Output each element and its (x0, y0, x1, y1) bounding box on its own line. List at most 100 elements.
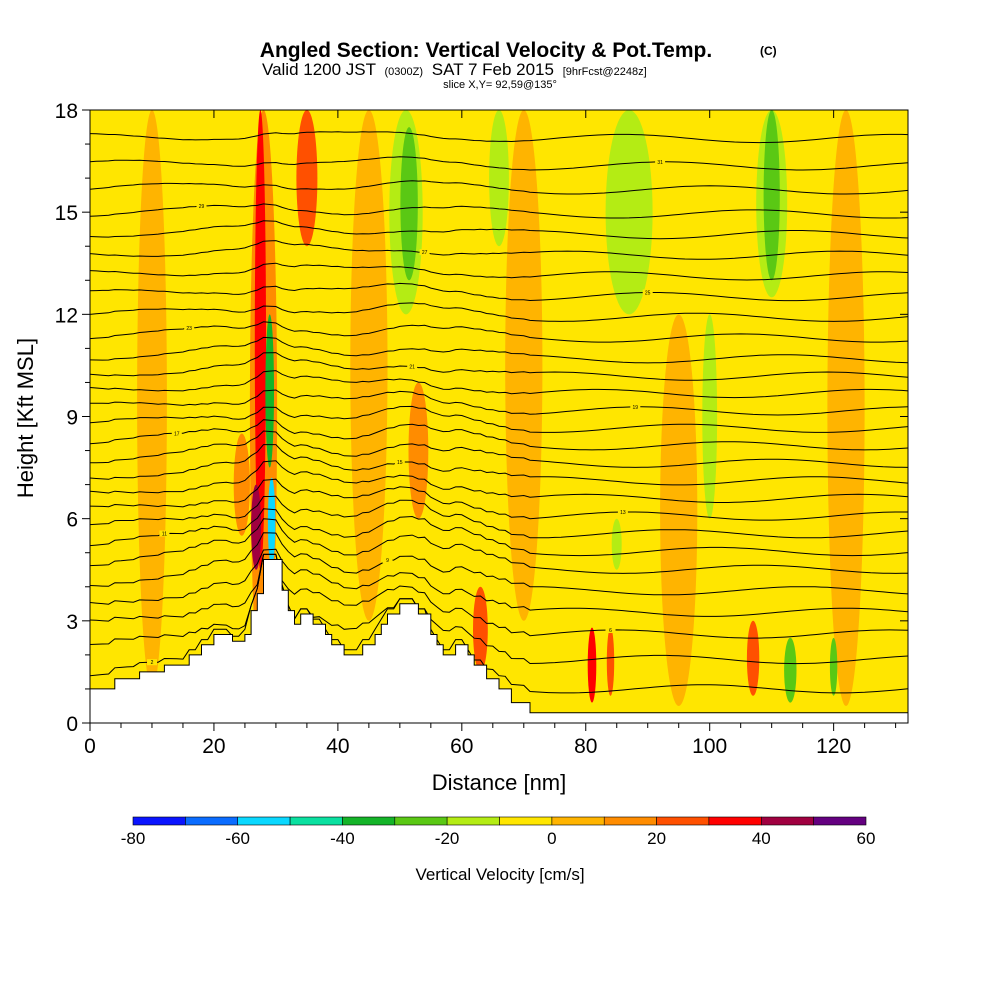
colorbar-bin (708, 816, 762, 826)
colorbar-tick-label: -40 (330, 829, 355, 848)
isotherm-line (90, 131, 908, 144)
velocity-cell (827, 110, 865, 706)
isotherm-label-bg (605, 627, 616, 633)
isotherm-line (90, 478, 908, 521)
isotherm-line (90, 240, 908, 260)
plot-area: 2 6 9 11 13 15 17 19 21 23 25 27 29 31 (89, 109, 909, 724)
colorbar-bin (185, 816, 239, 826)
forecast-info: [9hrFcst@2248z] (563, 66, 647, 78)
colorbar-bin (446, 816, 500, 826)
x-tick-label: 100 (692, 735, 727, 758)
colorbar-tick-label: 20 (647, 829, 666, 848)
isotherm-line (90, 553, 908, 665)
isotherm-line (90, 495, 908, 539)
isotherm-line (90, 518, 908, 574)
velocity-cell (505, 110, 543, 621)
valid-date: SAT 7 Feb 2015 (432, 60, 554, 79)
colorbar-bin (603, 816, 657, 826)
isotherm-label: 23 (186, 326, 192, 332)
isotherm-label-bg (630, 403, 641, 410)
terrain-profile (89, 559, 909, 724)
isotherm-line (90, 548, 908, 617)
colorbar-bin (656, 816, 710, 826)
x-axis-label: Distance [nm] (432, 770, 567, 795)
velocity-cell (660, 314, 698, 706)
isotherm-label: 27 (422, 250, 428, 256)
isotherm-label: 21 (409, 364, 415, 370)
x-tick-label: 60 (450, 735, 473, 758)
colorbar-bin (551, 816, 605, 826)
potential-temperature-isotherms: 2 6 9 11 13 15 17 19 21 23 25 27 29 31 (90, 131, 908, 694)
velocity-cell (746, 620, 760, 696)
velocity-cell (251, 484, 262, 570)
isotherm-line (90, 302, 908, 322)
y-tick-label: 12 (55, 304, 78, 327)
isotherm-line (90, 180, 908, 195)
isotherm-line (90, 262, 908, 281)
isotherm-line (90, 553, 908, 694)
velocity-cell (350, 110, 388, 621)
velocity-cell (784, 637, 797, 703)
x-tick-label: 40 (326, 735, 349, 758)
isotherm-label: 11 (162, 532, 167, 538)
axes: 0 20 40 60 80 100 120 0 3 6 9 12 15 18 (55, 100, 908, 758)
isotherm-line (90, 336, 908, 364)
velocity-cell (137, 110, 167, 689)
y-tick-label: 9 (66, 407, 78, 430)
isotherm-label-bg (642, 289, 653, 296)
isotherm-label: 29 (199, 204, 205, 210)
chart-title: Angled Section: Vertical Velocity & Pot.… (260, 39, 712, 62)
isotherm-label: 2 (151, 660, 154, 666)
y-tick-label: 6 (66, 509, 78, 532)
velocity-cell (489, 110, 509, 247)
colorbar-tick-label: 60 (857, 829, 876, 848)
valid-utc: (0300Z) (384, 66, 423, 78)
colorbar-bin (132, 816, 186, 826)
isotherm-line (90, 352, 908, 381)
isotherm-line (90, 460, 908, 503)
velocity-cell (233, 433, 250, 536)
isotherm-line (90, 430, 908, 468)
colorbar-tick-label: -20 (435, 829, 460, 848)
velocity-cell (587, 627, 597, 703)
isotherm-label-bg (159, 530, 170, 537)
x-tick-label: 20 (202, 735, 225, 758)
velocity-cell (605, 110, 653, 315)
velocity-cell (408, 382, 429, 519)
y-tick-label: 15 (55, 202, 78, 225)
isotherm-line (90, 405, 908, 433)
velocity-cell (296, 110, 318, 247)
velocity-cell (606, 627, 615, 696)
colorbar-bin (342, 816, 396, 826)
colorbar-tick-label: 0 (547, 829, 556, 848)
isotherm-label-bg (171, 430, 182, 437)
isotherm-label: 6 (609, 628, 612, 634)
velocity-cell (473, 586, 488, 672)
isotherm-line (90, 156, 908, 171)
colorbar: -80 -60 -40 -20 0 20 40 60 (121, 816, 876, 848)
y-tick-label: 0 (66, 713, 78, 736)
isotherm-label: 9 (386, 558, 389, 564)
isotherm-line (90, 444, 908, 486)
y-tick-label: 18 (55, 100, 78, 123)
colorbar-bin (289, 816, 343, 826)
velocity-field (137, 110, 865, 706)
velocity-cell (763, 110, 780, 281)
isotherm-label: 13 (620, 510, 626, 516)
colorbar-bin (813, 816, 867, 826)
isotherm-label-bg (655, 158, 666, 165)
velocity-cell (702, 314, 718, 519)
isotherm-label: 31 (657, 160, 663, 166)
isotherm-line (90, 370, 908, 399)
isotherm-label: 15 (397, 460, 403, 466)
isotherm-label-bg (147, 659, 157, 666)
valid-prefix: Valid 1200 JST (262, 60, 376, 79)
slice-info: slice X,Y= 92,59@135° (443, 79, 557, 91)
velocity-cell (400, 127, 418, 281)
isotherm-line (90, 532, 908, 596)
colorbar-label: Vertical Velocity [cm/s] (415, 865, 584, 884)
isotherm-line (90, 282, 908, 302)
valid-time: Valid 1200 JST (0300Z) SAT 7 Feb 2015 [9… (262, 60, 647, 79)
terrain-polygon (89, 559, 909, 724)
